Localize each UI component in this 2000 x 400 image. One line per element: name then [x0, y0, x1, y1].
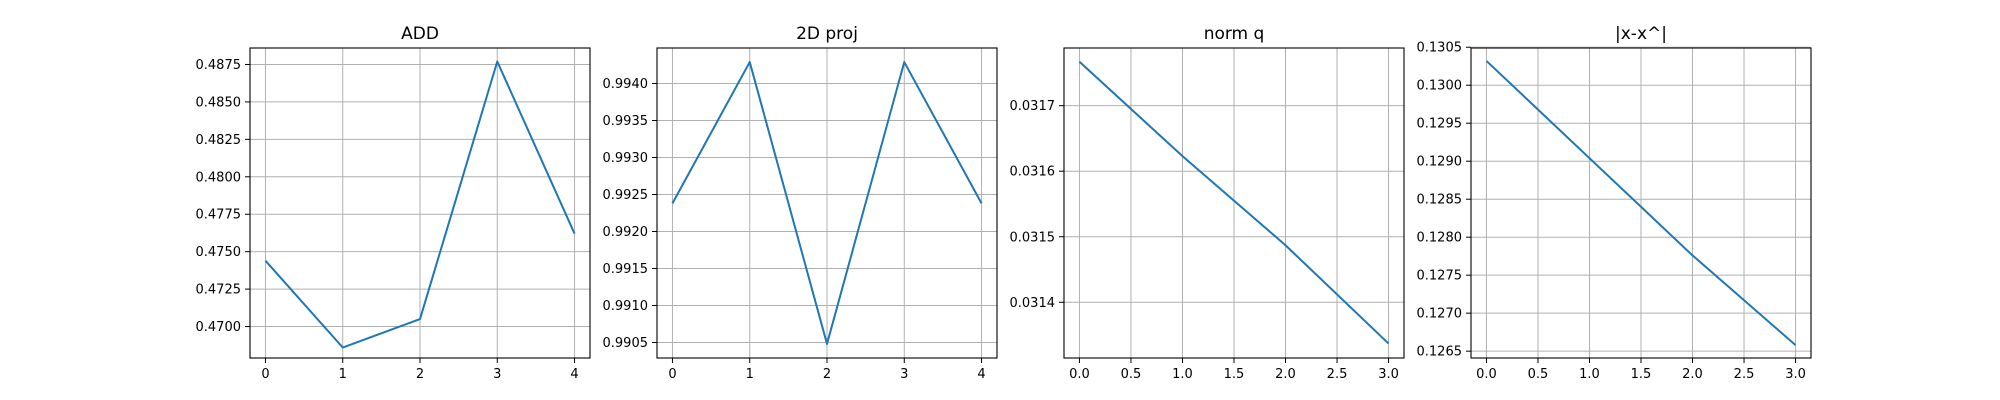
y-tick-label: 0.0316 [1010, 165, 1056, 180]
y-tick-label: 0.1275 [1417, 269, 1463, 284]
x-tick-label: 1.5 [1224, 367, 1245, 382]
x-tick-label: 2.0 [1275, 367, 1296, 382]
chart-title: |x-x^| [1615, 24, 1667, 44]
y-tick-label: 0.1305 [1417, 41, 1463, 56]
grid [657, 48, 997, 358]
x-tick-label: 0 [261, 367, 269, 382]
chart-title: norm q [1204, 24, 1265, 44]
x-tick-label: 4 [570, 367, 578, 382]
subplot-add: ADD 0 1 2 3 4 0.4700 0.4725 0.4750 0.4775 0.4800 0… [196, 24, 591, 382]
y-tick-label: 0.1270 [1417, 307, 1463, 322]
x-tick-label: 0.5 [1528, 367, 1549, 382]
y-tick-label: 0.9935 [603, 114, 649, 129]
x-tick-label: 2.5 [1327, 367, 1348, 382]
series-line [671, 61, 983, 345]
y-tick-label: 0.1265 [1417, 345, 1463, 360]
x-tick-label: 3.0 [1785, 367, 1806, 382]
x-tick-label: 3 [493, 367, 501, 382]
grid [1064, 48, 1404, 358]
x-tick-label: 2 [823, 367, 831, 382]
x-tick-label: 2 [416, 367, 424, 382]
y-tick-label: 0.9905 [603, 336, 649, 351]
y-tick-label: 0.1295 [1417, 117, 1463, 132]
x-tick-label: 1 [339, 367, 347, 382]
y-tick-label: 0.4775 [196, 208, 242, 223]
y-tick-label: 0.9915 [603, 262, 649, 277]
subplot-x-error: |x-x^| 0.0 0.5 1.0 1.5 2.0 2.5 3.0 0.1265 0.1270… [1417, 24, 1812, 382]
subplot-norm-q: norm q 0.0 0.5 1.0 1.5 2.0 2.5 3.0 0.0314 0.0315… [1010, 24, 1405, 382]
y-tick-label: 0.1290 [1417, 155, 1463, 170]
y-tick-label: 0.4875 [196, 58, 242, 73]
x-tick-label: 3.0 [1378, 367, 1399, 382]
grid [250, 48, 590, 358]
x-tick-label: 4 [977, 367, 985, 382]
grid [1471, 46, 1811, 358]
y-tick-label: 0.1300 [1417, 79, 1463, 94]
y-tick-label: 0.9930 [603, 151, 649, 166]
y-tick-label: 0.1280 [1417, 231, 1463, 246]
y-tick-label: 0.4825 [196, 133, 242, 148]
x-tick-label: 1 [746, 367, 754, 382]
y-tick-label: 0.4725 [196, 283, 242, 298]
series-line [1078, 61, 1390, 345]
x-tick-label: 0.5 [1121, 367, 1142, 382]
x-tick-label: 2.5 [1734, 367, 1755, 382]
x-tick-label: 1.0 [1579, 367, 1600, 382]
x-tick-label: 1.0 [1172, 367, 1193, 382]
y-tick-label: 0.9940 [603, 77, 649, 92]
series-line [264, 60, 576, 349]
y-tick-label: 0.4800 [196, 170, 242, 185]
y-tick-label: 0.0315 [1010, 230, 1056, 245]
x-tick-label: 2.0 [1682, 367, 1703, 382]
x-tick-label: 3 [900, 367, 908, 382]
y-tick-label: 0.9925 [603, 188, 649, 203]
x-tick-label: 0.0 [1069, 367, 1090, 382]
y-tick-label: 0.4700 [196, 320, 242, 335]
y-tick-label: 0.4750 [196, 245, 242, 260]
series-line [1485, 60, 1797, 346]
chart-title: 2D proj [796, 24, 858, 44]
y-tick-label: 0.1285 [1417, 193, 1463, 208]
x-tick-label: 0.0 [1476, 367, 1497, 382]
y-tick-label: 0.0317 [1010, 99, 1056, 114]
chart-title: ADD [401, 24, 439, 44]
x-tick-label: 1.5 [1631, 367, 1652, 382]
y-tick-label: 0.9910 [603, 299, 649, 314]
y-tick-label: 0.9920 [603, 225, 649, 240]
y-tick-label: 0.0314 [1010, 296, 1056, 311]
x-tick-label: 0 [668, 367, 676, 382]
y-tick-label: 0.4850 [196, 95, 242, 110]
subplot-2d-proj: 2D proj 0 1 2 3 4 0.9905 0.9910 0.9915 0.9920 0.9… [603, 24, 998, 382]
